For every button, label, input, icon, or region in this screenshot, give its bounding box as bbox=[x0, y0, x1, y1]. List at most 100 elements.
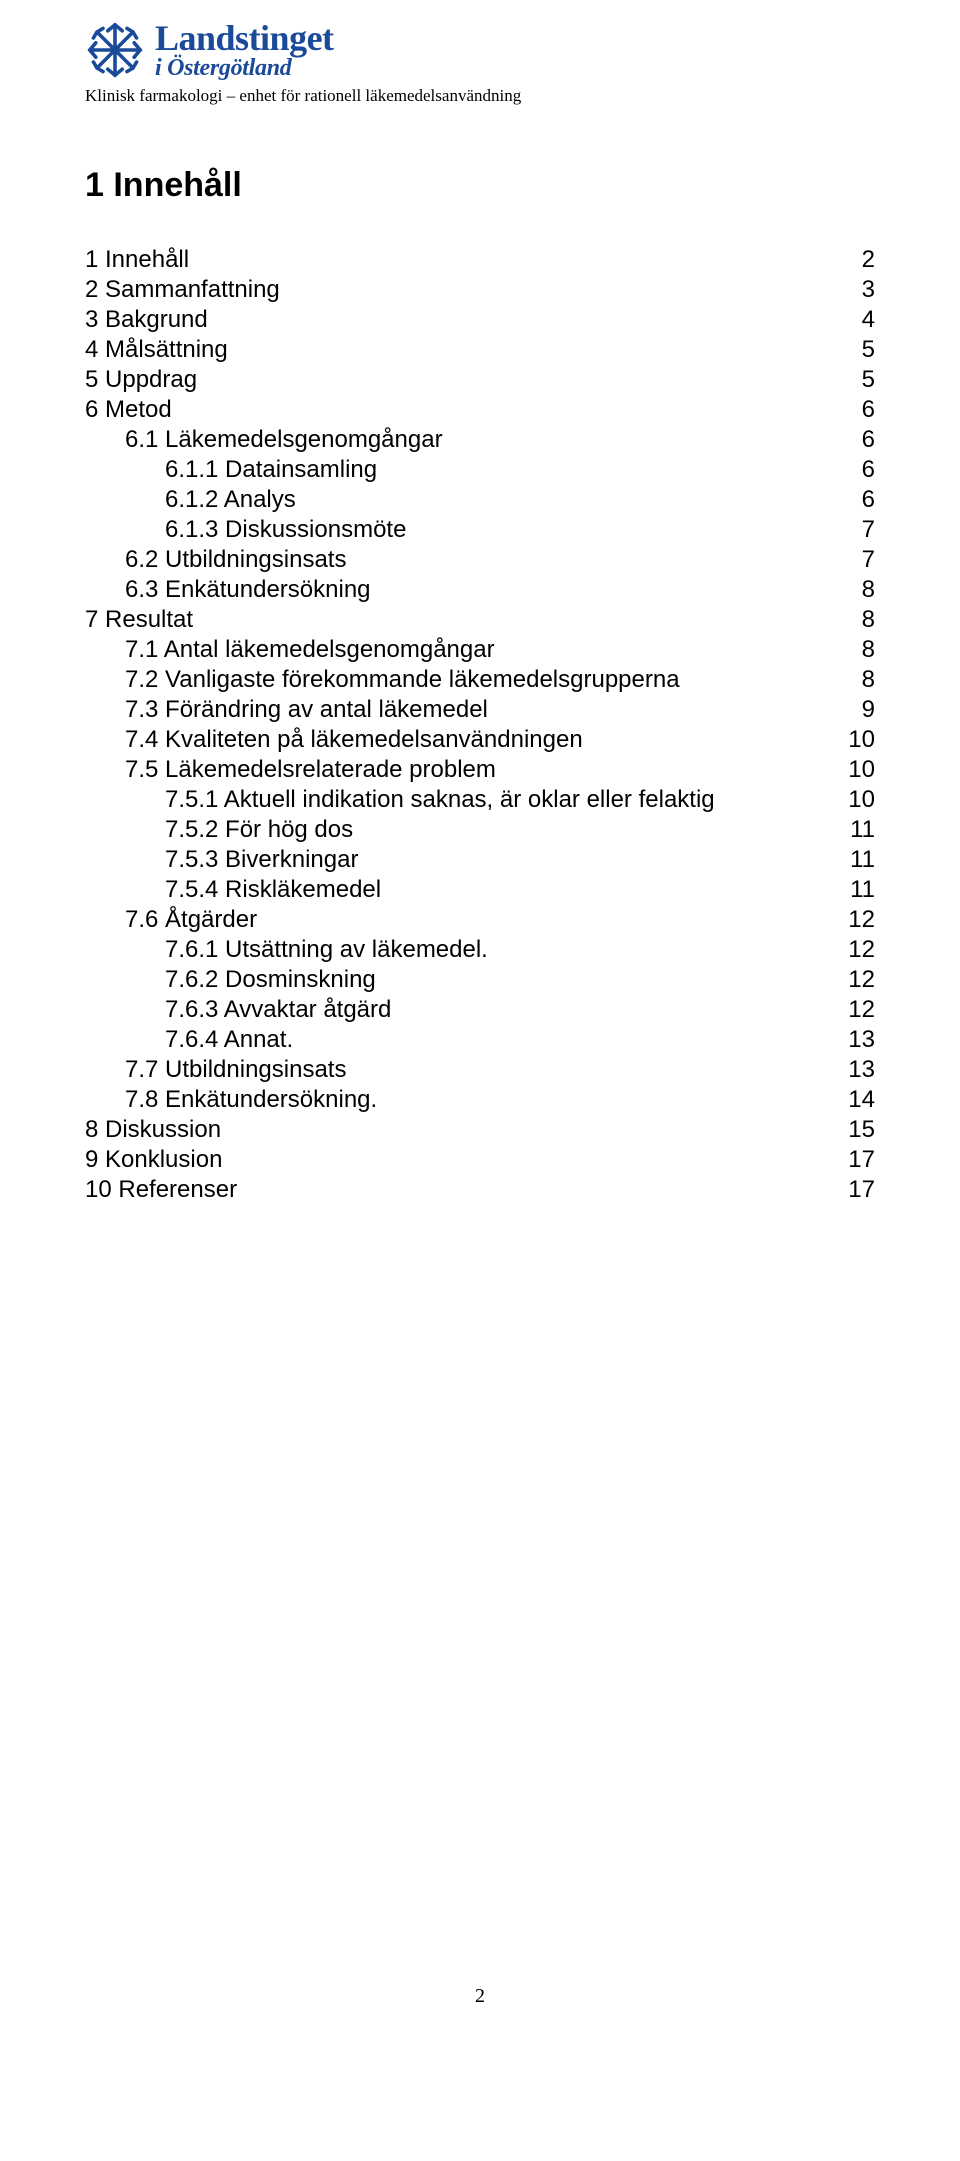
toc-label: 9 Konklusion bbox=[85, 1145, 222, 1175]
toc-page: 10 bbox=[828, 755, 875, 785]
toc-page: 11 bbox=[830, 815, 875, 845]
toc-label: 4 Målsättning bbox=[85, 335, 228, 365]
toc-row: 8 Diskussion 15 bbox=[85, 1115, 875, 1145]
toc-label: 7.2 Vanligaste förekommande läkemedelsgr… bbox=[85, 665, 680, 695]
toc-label: 7.6.3 Avvaktar åtgärd bbox=[85, 995, 391, 1025]
toc-page: 11 bbox=[830, 875, 875, 905]
toc-row: 7.5.1 Aktuell indikation saknas, är okla… bbox=[85, 785, 875, 815]
toc-row: 1 Innehåll 2 bbox=[85, 245, 875, 275]
toc-page: 7 bbox=[842, 515, 875, 545]
toc-row: 10 Referenser 17 bbox=[85, 1175, 875, 1205]
toc-label: 10 Referenser bbox=[85, 1175, 237, 1205]
toc-page: 5 bbox=[842, 365, 875, 395]
toc-page: 8 bbox=[842, 665, 875, 695]
toc-label: 7.5 Läkemedelsrelaterade problem bbox=[85, 755, 496, 785]
toc-label: 7.3 Förändring av antal läkemedel bbox=[85, 695, 488, 725]
page-title: 1 Innehåll bbox=[85, 166, 875, 205]
toc-row: 6.2 Utbildningsinsats 7 bbox=[85, 545, 875, 575]
toc-row: 3 Bakgrund 4 bbox=[85, 305, 875, 335]
toc-page: 14 bbox=[828, 1085, 875, 1115]
logo-region: Landstinget i Östergötland bbox=[85, 20, 875, 80]
page-number: 2 bbox=[85, 1985, 875, 2008]
toc-row: 7.5.3 Biverkningar 11 bbox=[85, 845, 875, 875]
toc-row: 6.1.1 Datainsamling 6 bbox=[85, 455, 875, 485]
toc-page: 10 bbox=[828, 785, 875, 815]
toc-page: 4 bbox=[842, 305, 875, 335]
toc-row: 6 Metod 6 bbox=[85, 395, 875, 425]
toc-label: 1 Innehåll bbox=[85, 245, 189, 275]
toc-label: 3 Bakgrund bbox=[85, 305, 208, 335]
toc-page: 17 bbox=[828, 1175, 875, 1205]
toc-page: 8 bbox=[842, 635, 875, 665]
toc-label: 8 Diskussion bbox=[85, 1115, 221, 1145]
toc-row: 7.8 Enkätundersökning. 14 bbox=[85, 1085, 875, 1115]
toc-label: 7.5.4 Riskläkemedel bbox=[85, 875, 381, 905]
toc-row: 7.3 Förändring av antal läkemedel 9 bbox=[85, 695, 875, 725]
logo-text: Landstinget i Östergötland bbox=[155, 20, 334, 80]
toc-row: 6.1 Läkemedelsgenomgångar 6 bbox=[85, 425, 875, 455]
toc-label: 5 Uppdrag bbox=[85, 365, 197, 395]
toc-label: 2 Sammanfattning bbox=[85, 275, 280, 305]
toc-page: 12 bbox=[828, 905, 875, 935]
toc-page: 17 bbox=[828, 1145, 875, 1175]
header-subtitle: Klinisk farmakologi – enhet för rationel… bbox=[85, 86, 875, 106]
logo-line1: Landstinget bbox=[155, 20, 334, 56]
toc-row: 7 Resultat8 bbox=[85, 605, 875, 635]
toc-label: 6.1.2 Analys bbox=[85, 485, 296, 515]
toc-label: 7.5.2 För hög dos bbox=[85, 815, 353, 845]
toc-label: 7.6.4 Annat. bbox=[85, 1025, 293, 1055]
toc-page: 6 bbox=[842, 425, 875, 455]
toc-row: 7.6.1 Utsättning av läkemedel. 12 bbox=[85, 935, 875, 965]
toc-row: 7.6.3 Avvaktar åtgärd 12 bbox=[85, 995, 875, 1025]
toc-label: 7.6.1 Utsättning av läkemedel. bbox=[85, 935, 488, 965]
toc-row: 7.5.4 Riskläkemedel 11 bbox=[85, 875, 875, 905]
toc-row: 4 Målsättning 5 bbox=[85, 335, 875, 365]
toc-row: 7.4 Kvaliteten på läkemedelsanvändningen… bbox=[85, 725, 875, 755]
toc-row: 7.6.2 Dosminskning12 bbox=[85, 965, 875, 995]
snowflake-logo-icon bbox=[85, 20, 145, 80]
toc-row: 5 Uppdrag 5 bbox=[85, 365, 875, 395]
toc-row: 6.3 Enkätundersökning8 bbox=[85, 575, 875, 605]
toc-page: 12 bbox=[828, 965, 875, 995]
toc-page: 6 bbox=[842, 395, 875, 425]
toc-row: 9 Konklusion 17 bbox=[85, 1145, 875, 1175]
toc-page: 13 bbox=[828, 1055, 875, 1085]
toc-page: 12 bbox=[828, 935, 875, 965]
toc-row: 7.5 Läkemedelsrelaterade problem 10 bbox=[85, 755, 875, 785]
toc-label: 6.2 Utbildningsinsats bbox=[85, 545, 346, 575]
toc-row: 2 Sammanfattning 3 bbox=[85, 275, 875, 305]
toc-label: 7.8 Enkätundersökning. bbox=[85, 1085, 377, 1115]
toc-page: 2 bbox=[842, 245, 875, 275]
toc-label: 6.1.1 Datainsamling bbox=[85, 455, 377, 485]
toc-label: 7.5.3 Biverkningar bbox=[85, 845, 358, 875]
toc-row: 7.6.4 Annat. 13 bbox=[85, 1025, 875, 1055]
toc-page: 15 bbox=[828, 1115, 875, 1145]
toc-page: 6 bbox=[842, 485, 875, 515]
toc-page: 11 bbox=[830, 845, 875, 875]
toc-label: 6.1.3 Diskussionsmöte bbox=[85, 515, 406, 545]
toc-list: 1 Innehåll22 Sammanfattning33 Bakgrund44… bbox=[85, 245, 875, 1205]
toc-page: 3 bbox=[842, 275, 875, 305]
toc-page: 5 bbox=[842, 335, 875, 365]
toc-row: 6.1.3 Diskussionsmöte 7 bbox=[85, 515, 875, 545]
toc-page: 9 bbox=[842, 695, 875, 725]
toc-row: 7.5.2 För hög dos 11 bbox=[85, 815, 875, 845]
toc-label: 7.1 Antal läkemedelsgenomgångar bbox=[85, 635, 495, 665]
toc-page: 10 bbox=[828, 725, 875, 755]
toc-label: 7.4 Kvaliteten på läkemedelsanvändningen bbox=[85, 725, 583, 755]
toc-page: 13 bbox=[828, 1025, 875, 1055]
toc-label: 7.6 Åtgärder bbox=[85, 905, 257, 935]
toc-page: 7 bbox=[842, 545, 875, 575]
toc-page: 12 bbox=[828, 995, 875, 1025]
toc-label: 6.1 Läkemedelsgenomgångar bbox=[85, 425, 443, 455]
toc-label: 7.5.1 Aktuell indikation saknas, är okla… bbox=[85, 785, 715, 815]
toc-row: 6.1.2 Analys 6 bbox=[85, 485, 875, 515]
toc-page: 8 bbox=[842, 605, 875, 635]
toc-label: 6 Metod bbox=[85, 395, 172, 425]
toc-row: 7.2 Vanligaste förekommande läkemedelsgr… bbox=[85, 665, 875, 695]
toc-row: 7.7 Utbildningsinsats13 bbox=[85, 1055, 875, 1085]
toc-page: 8 bbox=[842, 575, 875, 605]
toc-page: 6 bbox=[842, 455, 875, 485]
toc-row: 7.6 Åtgärder 12 bbox=[85, 905, 875, 935]
toc-row: 7.1 Antal läkemedelsgenomgångar 8 bbox=[85, 635, 875, 665]
